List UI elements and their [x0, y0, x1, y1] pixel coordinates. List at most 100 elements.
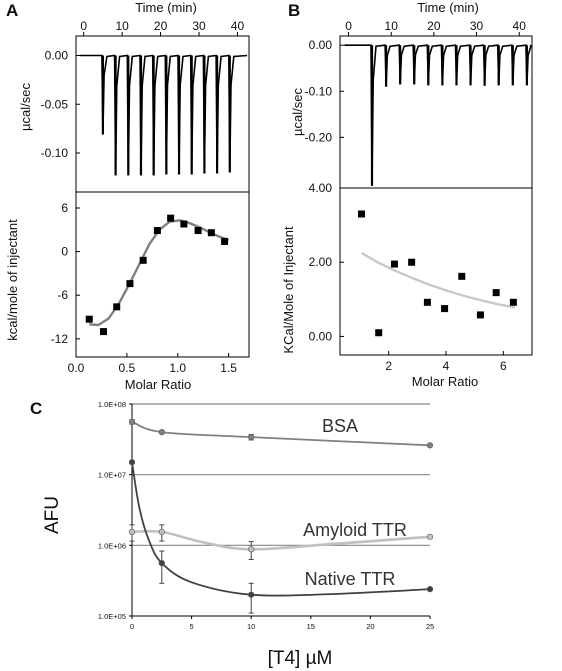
panel-b-molar-ratio-label: Molar Ratio [412, 374, 478, 389]
panel-a-top-xtick-label: 10 [115, 19, 129, 33]
panel-c-native-data-point [426, 586, 434, 593]
panel-a-top-ytick-label: -0.05 [41, 97, 69, 111]
panel-c-ytick-label: 1.0E+07 [98, 471, 126, 480]
panel-c-bsa-line [131, 420, 431, 447]
panel-a-bottom-ytick-label: -12 [51, 332, 69, 346]
panel-b-bottom-data-point [509, 298, 517, 306]
panel-c-bsa-data-point [158, 429, 165, 436]
panel-b-bottom-ytick-label: 2.00 [309, 255, 333, 269]
panel-a-letter: A [6, 1, 18, 20]
panel-b-bottom-data-point [375, 329, 383, 337]
panel-a-bottom-data-point [194, 227, 202, 235]
panel-a-bottom-xtick-label: 1.0 [169, 361, 186, 375]
panel-a-bottom-plot: 0.0 0.5 1.0 1.5 6 0 -6 -12 [51, 191, 250, 375]
panel-c-amyloid-label: Amyloid TTR [303, 520, 407, 540]
panel-c-amyloid-data-point [248, 546, 255, 553]
panel-c-ytick-label: 1.0E+06 [98, 541, 126, 550]
panel-c-xlabel: [T4] µM [268, 648, 333, 669]
panel-b-letter: B [288, 1, 300, 20]
panel-a-top-itc-trace [79, 54, 248, 176]
panel-b-bottom-data-point [441, 305, 449, 313]
panel-c-amyloid-data-point [128, 528, 136, 535]
panel-b-top-ytick-label: -0.20 [305, 130, 333, 144]
panel-c-native-label: Native TTR [305, 569, 396, 589]
panel-b-bottom-data-point [357, 210, 365, 218]
panel-a-bottom-frame [75, 191, 250, 358]
panel-c-native-data-point [158, 560, 165, 567]
panel-b-bottom-data-point [492, 289, 500, 297]
panel-c-ylabel: AFU [42, 496, 63, 534]
panel-b-top-xtick-label: 30 [470, 19, 484, 33]
panel-b-top-xtick-label: 0 [345, 19, 352, 33]
panel-b-bottom-ytick-label: 4.00 [309, 181, 333, 195]
panel-b-time-axis-label: Time (min) [417, 0, 479, 15]
panel-a-bottom-ylabel: kcal/mole of injectant [5, 219, 20, 341]
panel-c-native-data-point [248, 591, 255, 598]
panel-a-time-axis-label: Time (min) [135, 0, 197, 15]
panel-b-bottom-xtick-label: 2 [385, 359, 392, 373]
panel-b-top-xtick-label: 10 [385, 19, 399, 33]
panel-b-top-ylabel: µcal/sec [290, 88, 305, 136]
panel-a-top-xtick-label: 30 [192, 19, 206, 33]
panel-b-bottom-data-point [458, 272, 466, 280]
panel-c-native-data-point [128, 459, 136, 466]
panel-a-bottom-data-point [167, 214, 175, 222]
panel-b-top-ytick-label: -0.10 [305, 84, 333, 98]
panel-a-bottom-data-point [221, 237, 229, 245]
panel-b-bottom-xtick-label: 6 [500, 359, 507, 373]
panel-b-top-xtick-label: 20 [427, 19, 441, 33]
panel-a-bottom-fit-curve [89, 219, 230, 327]
panel-c-xtick-label: 0 [130, 622, 134, 631]
panel-c-xtick-label: 10 [247, 622, 255, 631]
panel-c-letter: C [30, 399, 42, 418]
panel-c-xtick-label: 5 [190, 622, 194, 631]
panel-c-xtick-label: 20 [366, 622, 374, 631]
panel-b-bottom-data-point [476, 311, 484, 319]
panel-b-top-plot: 0 10 20 30 40 0.00 -0.10 -0.20 [305, 19, 533, 189]
panel-a-bottom-xtick-label: 0.5 [119, 361, 136, 375]
panel-b-bottom-fit-curve [360, 251, 516, 309]
panel-b-bottom-xtick-label: 4 [443, 359, 450, 373]
panel-b-bottom-ytick-label: 0.00 [309, 329, 333, 343]
panel-c-plot: 1.0E+08 1.0E+07 1.0E+06 1.0E+05 0 5 10 15 20 25 BS… [98, 400, 434, 631]
panel-c-bsa-data-point [128, 418, 136, 425]
panel-b-bottom-frame [339, 187, 533, 356]
panel-b-bottom-plot: 2 4 6 4.00 2.00 0.00 [309, 181, 533, 373]
panel-c-ytick-label: 1.0E+05 [98, 612, 126, 621]
panel-c-amyloid-data-point [426, 533, 434, 540]
panel-a-bottom-data-point [139, 256, 147, 264]
panel-a-bottom-xtick-label: 0.0 [68, 361, 85, 375]
panel-a-bottom-xtick-label: 1.5 [220, 361, 237, 375]
panel-a-bottom-data-point [113, 303, 121, 311]
panel-a-top-ytick-label: 0.00 [45, 49, 69, 63]
panel-a-bottom-data-point [85, 315, 93, 323]
panel-b-bottom-data-point [390, 260, 398, 268]
panel-a-top-ylabel: µcal/sec [18, 83, 33, 131]
panel-c-bsa-data-point [248, 434, 255, 441]
panel-c-amyloid-data-point [158, 528, 165, 535]
panel-b-top-xtick-label: 40 [513, 19, 527, 33]
panel-a-bottom-data-point [126, 280, 134, 288]
panel-c-bsa-label: BSA [322, 416, 358, 436]
panel-c-xtick-label: 15 [307, 622, 315, 631]
panel-a-top-ytick-label: -0.10 [41, 146, 69, 160]
panel-c-bsa-data-point [426, 442, 434, 449]
panel-a-bottom-data-point [153, 227, 161, 235]
panel-a-bottom-ytick-label: -6 [57, 288, 68, 302]
panel-b-top-ytick-label: 0.00 [309, 38, 333, 52]
panel-a-bottom-ytick-label: 0 [61, 245, 68, 259]
panel-a-top-plot: 0 10 20 30 40 0.00 -0.05 -0.10 [41, 19, 250, 193]
panel-a-top-xtick-label: 0 [80, 19, 87, 33]
panel-c-native-line [131, 462, 431, 597]
panel-a-bottom-data-point [207, 229, 215, 237]
panel-b-bottom-ylabel: KCal/Mole of Injectant [281, 226, 296, 354]
panel-a-molar-ratio-label: Molar Ratio [125, 377, 191, 392]
panel-a-top-xtick-label: 20 [154, 19, 168, 33]
panel-b-top-itc-trace [344, 44, 532, 186]
panel-a-bottom-data-point [99, 328, 107, 336]
panel-c-xtick-label: 25 [426, 622, 434, 631]
panel-b-bottom-data-point [408, 258, 416, 266]
panel-b-top-frame [339, 35, 533, 189]
panel-b-bottom-data-point [423, 298, 431, 306]
panel-c-ytick-label: 1.0E+08 [98, 400, 126, 409]
